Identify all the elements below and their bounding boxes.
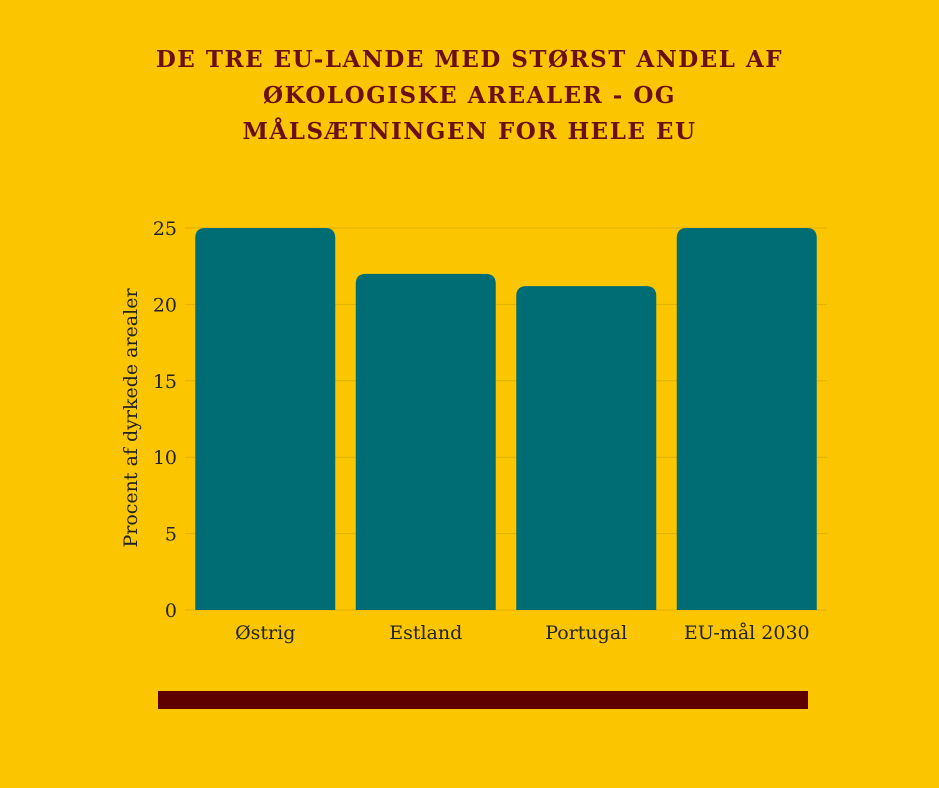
bar	[195, 228, 336, 610]
title-line-3: MÅLSÆTNINGEN FOR HELE EU	[242, 118, 697, 145]
bar	[516, 286, 657, 610]
y-tick-labels: 0 5 10 15 20 25	[153, 218, 177, 622]
title-line-2: ØKOLOGISKE AREALER - OG	[262, 82, 677, 109]
y-tick-label: 0	[165, 600, 177, 622]
y-tick-label: 25	[153, 218, 177, 240]
y-tick-label: 15	[153, 371, 177, 393]
y-tick-label: 10	[153, 447, 177, 469]
x-tick-label: EU-mål 2030	[684, 622, 810, 644]
divider-bar	[158, 691, 808, 709]
bar	[676, 228, 817, 610]
bars	[195, 228, 817, 610]
y-tick-label: 20	[153, 294, 177, 316]
x-tick-labels: Østrig Estland Portugal EU-mål 2030	[235, 622, 810, 644]
chart-title: DE TRE EU-LANDE MED STØRST ANDEL AF ØKOL…	[0, 42, 939, 150]
x-tick-label: Estland	[389, 622, 462, 644]
x-tick-label: Portugal	[545, 622, 627, 644]
title-line-1: DE TRE EU-LANDE MED STØRST ANDEL AF	[155, 46, 784, 73]
y-tick-label: 5	[165, 524, 177, 546]
x-tick-label: Østrig	[235, 622, 295, 644]
y-axis-label: Procent af dyrkede arealer	[120, 288, 142, 548]
bar	[355, 273, 496, 610]
